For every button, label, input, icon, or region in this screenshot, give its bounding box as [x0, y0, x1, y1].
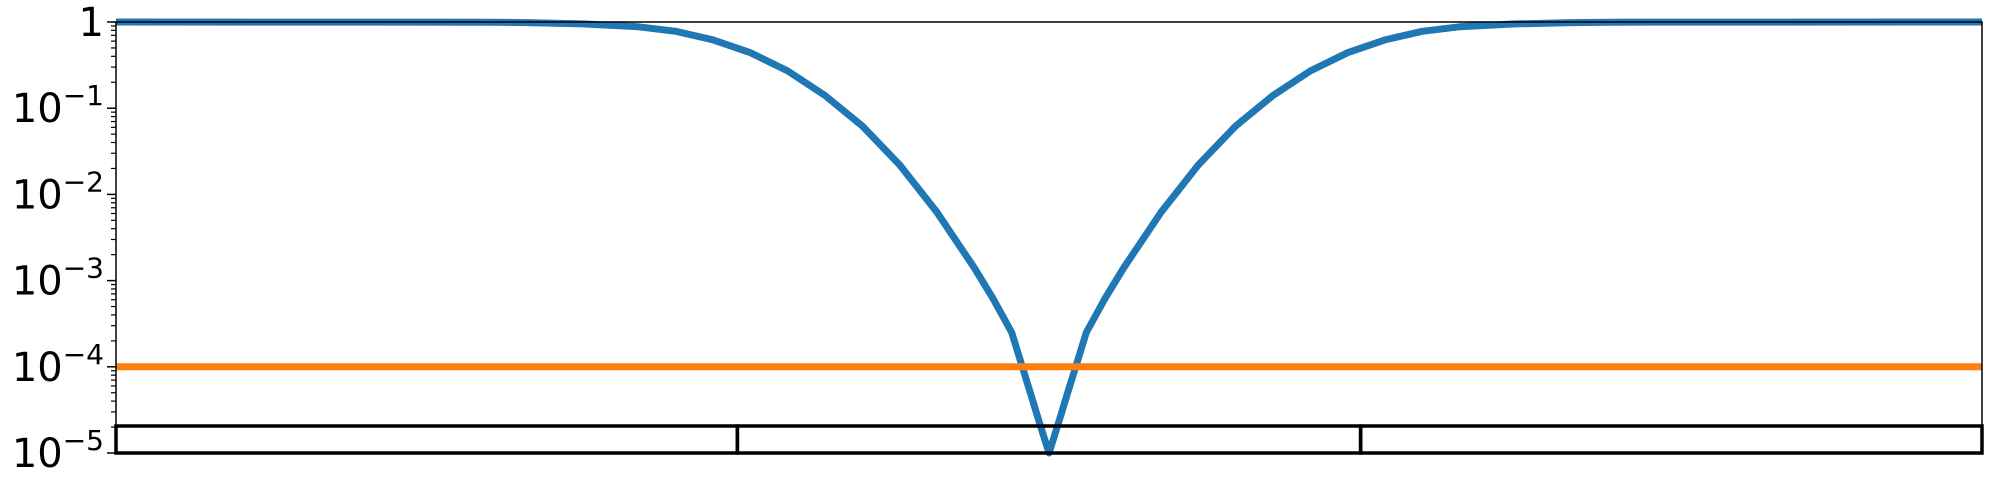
y-tick-label: 10−5: [12, 424, 104, 477]
y-tick-label: 10−1: [12, 79, 104, 132]
y-minor-ticks: [111, 25, 116, 428]
y-tick-label: 10−4: [12, 338, 104, 391]
plot-background: [116, 22, 1982, 453]
y-tick-label: 10−2: [12, 165, 104, 218]
y-tick-label: 10−3: [12, 252, 104, 305]
plot-frame: [115, 21, 1983, 454]
y-tick-labels: 1 10−1 10−2 10−3 10−4 10−5: [12, 0, 104, 477]
y-major-ticks: [107, 21, 116, 454]
y-tick-label: 1: [79, 0, 104, 46]
